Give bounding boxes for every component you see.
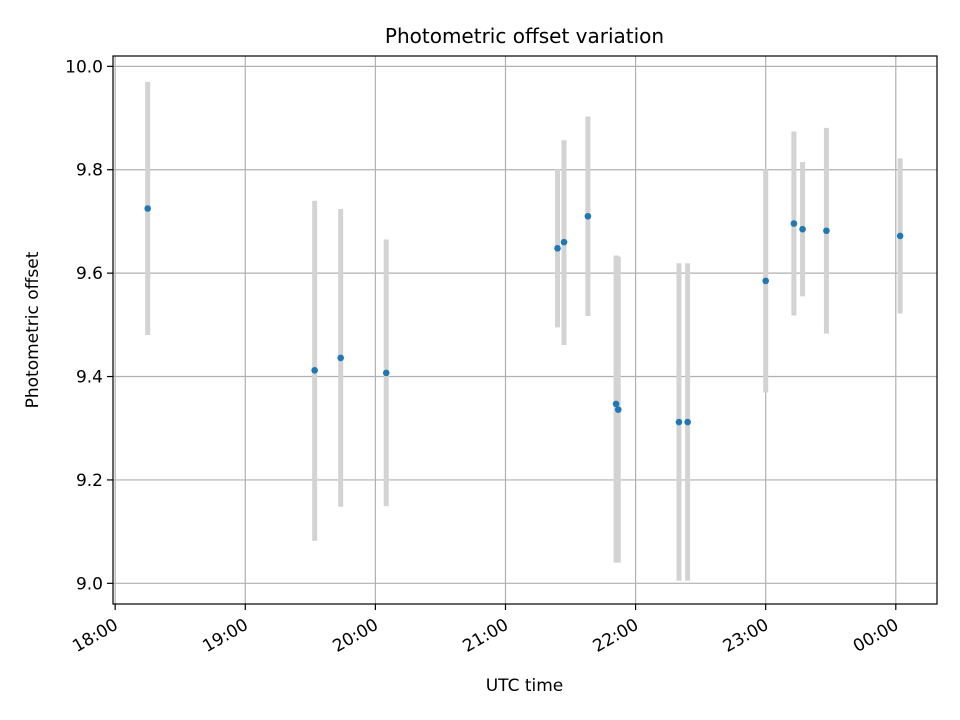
- data-point: [337, 354, 344, 362]
- x-axis-ticks: 18:00 19:00 20:00 21:00 22:00 23:00 00:00: [69, 604, 902, 657]
- data-point: [382, 369, 390, 377]
- data-point: [584, 212, 592, 220]
- data-point: [762, 277, 769, 285]
- data-point: [614, 406, 622, 413]
- chart-title: Photometric offset variation: [385, 24, 664, 48]
- y-tick-label: 9.2: [76, 471, 103, 491]
- y-tick-label: 9.0: [76, 574, 103, 594]
- y-tick-label: 9.6: [76, 264, 103, 284]
- grid: [113, 56, 937, 604]
- plot-frame: [112, 55, 938, 605]
- x-tick-label: 19:00: [199, 615, 251, 657]
- y-tick-label: 10.0: [65, 57, 103, 77]
- y-axis-ticks: 9.0 9.2 9.4 9.6 9.8 10.0: [65, 57, 113, 594]
- y-axis-label: Photometric offset: [23, 251, 43, 408]
- data-points: [144, 205, 904, 426]
- x-tick-label: 22:00: [590, 615, 642, 657]
- data-point: [554, 245, 561, 252]
- x-tick-label: 00:00: [850, 615, 902, 657]
- data-point: [790, 220, 798, 227]
- y-tick-label: 9.8: [76, 161, 103, 181]
- error-bars: [145, 81, 903, 581]
- x-tick-label: 20:00: [329, 615, 381, 657]
- data-point: [823, 227, 830, 235]
- data-point: [144, 205, 151, 212]
- x-axis-label: UTC time: [486, 676, 564, 696]
- data-point: [799, 225, 806, 233]
- data-point: [896, 232, 904, 240]
- data-point: [675, 418, 683, 426]
- data-point: [311, 367, 318, 374]
- data-point: [560, 238, 568, 246]
- x-tick-label: 18:00: [69, 615, 121, 657]
- data-point: [612, 400, 620, 408]
- y-tick-label: 9.4: [76, 368, 103, 388]
- x-tick-label: 21:00: [460, 615, 512, 657]
- x-tick-label: 23:00: [720, 615, 772, 657]
- data-point: [684, 418, 691, 426]
